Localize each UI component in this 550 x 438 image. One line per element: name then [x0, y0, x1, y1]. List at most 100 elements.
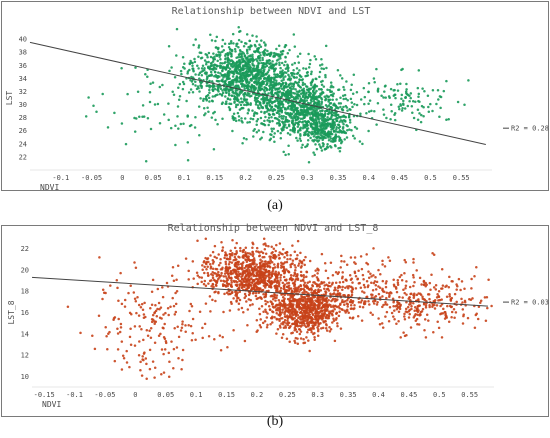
data-point: [335, 311, 338, 315]
data-point: [250, 287, 254, 291]
data-point: [293, 263, 296, 267]
data-point: [236, 79, 239, 83]
data-point: [299, 284, 303, 288]
data-point: [261, 51, 264, 54]
data-point: [306, 331, 309, 334]
data-point: [206, 257, 209, 261]
data-point: [164, 311, 167, 315]
data-point: [128, 335, 132, 339]
data-point: [279, 286, 283, 290]
data-point: [343, 93, 347, 97]
data-point: [326, 88, 329, 91]
data-point: [330, 112, 333, 115]
data-point: [181, 358, 184, 362]
data-point: [219, 57, 222, 61]
data-point: [259, 318, 262, 321]
data-point: [260, 61, 263, 65]
data-point: [327, 98, 331, 102]
x-tick-label: 0.1: [178, 174, 191, 182]
data-point: [283, 270, 287, 273]
data-point: [171, 296, 174, 300]
data-point: [234, 119, 238, 123]
data-point: [257, 250, 260, 254]
data-point: [299, 117, 303, 121]
data-point: [376, 300, 379, 304]
data-point: [237, 94, 241, 97]
data-point: [320, 67, 323, 70]
data-point: [267, 68, 271, 72]
data-point: [377, 268, 380, 272]
data-point: [264, 302, 268, 306]
data-point: [295, 303, 298, 307]
data-point: [311, 307, 315, 310]
data-point: [169, 126, 173, 130]
data-point: [310, 116, 313, 120]
data-point: [172, 367, 175, 370]
data-point: [287, 101, 290, 104]
data-point: [312, 281, 315, 284]
data-point: [253, 266, 256, 269]
data-point: [335, 299, 338, 302]
data-point: [264, 244, 268, 247]
data-point: [331, 321, 334, 324]
data-point: [129, 327, 132, 331]
data-point: [255, 246, 259, 250]
data-point: [378, 296, 382, 299]
data-point: [312, 135, 316, 138]
data-point: [272, 76, 275, 79]
data-point: [255, 123, 258, 126]
data-point: [222, 48, 226, 52]
data-point: [327, 95, 331, 98]
data-point: [317, 120, 321, 123]
data-point: [238, 64, 241, 68]
data-point: [249, 284, 252, 287]
data-point: [200, 74, 204, 77]
data-point: [276, 306, 280, 310]
data-point: [397, 319, 400, 323]
data-point: [268, 87, 272, 91]
data-point: [305, 336, 308, 339]
data-point: [320, 102, 323, 106]
data-point: [214, 39, 217, 43]
data-point: [191, 332, 194, 335]
data-point: [237, 25, 240, 29]
data-point: [437, 98, 440, 101]
data-point: [305, 110, 309, 114]
data-point: [224, 268, 228, 272]
data-point: [252, 67, 256, 70]
data-point: [287, 144, 290, 148]
data-point: [220, 240, 223, 244]
data-point: [176, 105, 180, 108]
data-point: [406, 310, 409, 314]
data-point: [258, 296, 262, 299]
data-point: [365, 279, 369, 283]
data-point: [214, 46, 218, 49]
data-point: [146, 75, 149, 78]
data-point: [269, 276, 272, 279]
data-point: [252, 263, 255, 266]
data-point: [149, 327, 153, 330]
data-point: [355, 127, 359, 130]
x-tick-label: 0.5: [424, 174, 437, 182]
data-point: [267, 275, 270, 278]
data-point: [276, 73, 279, 76]
data-point: [242, 93, 246, 96]
data-point: [249, 103, 252, 107]
y-tick-label: 34: [19, 75, 27, 83]
data-point: [191, 260, 195, 263]
data-point: [313, 274, 316, 277]
data-point: [436, 320, 439, 323]
data-point: [338, 136, 342, 140]
data-point: [269, 79, 273, 83]
data-point: [217, 273, 220, 277]
data-point: [167, 118, 170, 122]
data-point: [230, 54, 233, 58]
data-point: [298, 78, 301, 81]
data-point: [457, 277, 461, 281]
data-point: [334, 144, 337, 148]
data-point: [261, 98, 265, 101]
data-point: [160, 348, 164, 351]
data-point: [412, 284, 415, 288]
data-point: [300, 274, 303, 278]
data-point: [173, 327, 176, 330]
